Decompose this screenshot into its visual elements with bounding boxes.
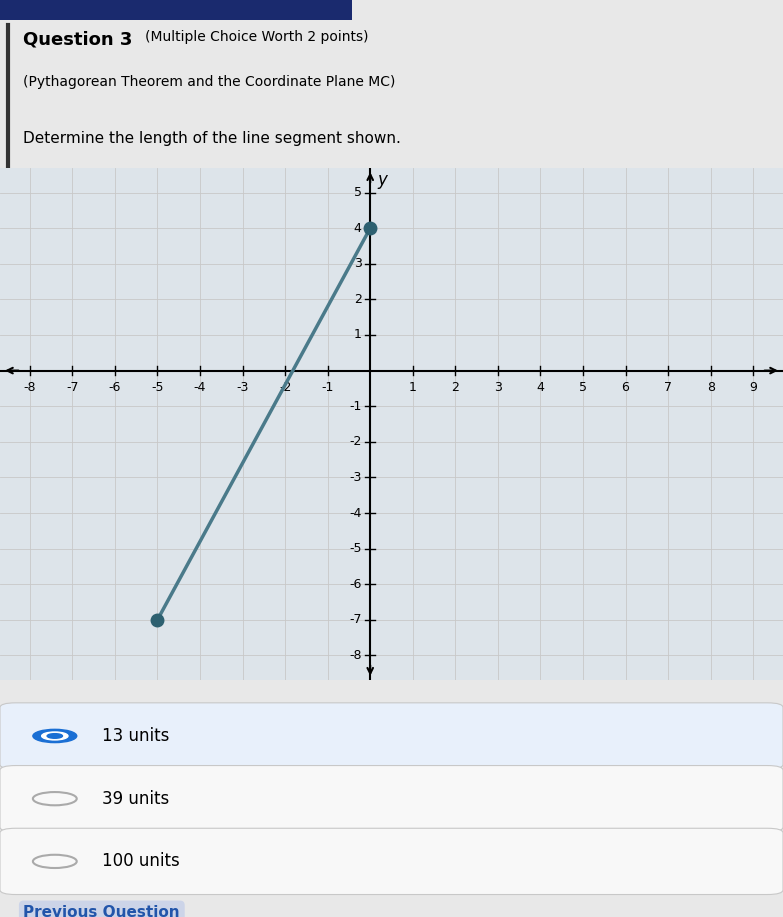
Text: -8: -8 (349, 649, 362, 662)
Text: (Multiple Choice Worth 2 points): (Multiple Choice Worth 2 points) (145, 30, 368, 44)
Text: 100 units: 100 units (102, 853, 179, 870)
Text: 1: 1 (409, 381, 417, 393)
Text: 5: 5 (354, 186, 362, 199)
Text: -4: -4 (349, 506, 362, 520)
FancyBboxPatch shape (0, 702, 783, 769)
Circle shape (33, 729, 77, 743)
Text: Determine the length of the line segment shown.: Determine the length of the line segment… (23, 131, 402, 146)
Text: -3: -3 (349, 471, 362, 484)
Text: 4: 4 (354, 222, 362, 235)
Text: 3: 3 (494, 381, 502, 393)
Text: -4: -4 (194, 381, 206, 393)
Text: -7: -7 (66, 381, 78, 393)
Text: -3: -3 (236, 381, 249, 393)
Text: (Pythagorean Theorem and the Coordinate Plane MC): (Pythagorean Theorem and the Coordinate … (23, 75, 396, 90)
Circle shape (47, 734, 63, 738)
Text: -5: -5 (151, 381, 164, 393)
Circle shape (41, 732, 68, 740)
Text: 6: 6 (622, 381, 630, 393)
Text: 1: 1 (354, 328, 362, 341)
Text: -5: -5 (349, 542, 362, 555)
Text: 5: 5 (579, 381, 587, 393)
Text: 2: 2 (354, 293, 362, 306)
Text: -1: -1 (349, 400, 362, 413)
Text: 8: 8 (707, 381, 715, 393)
Text: Previous Question: Previous Question (23, 905, 180, 917)
Text: y: y (378, 171, 388, 189)
FancyBboxPatch shape (0, 766, 783, 832)
FancyBboxPatch shape (0, 828, 783, 894)
Text: 7: 7 (664, 381, 672, 393)
Text: 39 units: 39 units (102, 790, 169, 808)
Text: 2: 2 (451, 381, 460, 393)
Text: -6: -6 (109, 381, 121, 393)
Text: -1: -1 (322, 381, 334, 393)
Text: Question 3: Question 3 (23, 30, 133, 49)
Text: -7: -7 (349, 613, 362, 626)
Text: -2: -2 (279, 381, 291, 393)
Text: 3: 3 (354, 258, 362, 271)
Text: -2: -2 (349, 436, 362, 448)
Text: -8: -8 (23, 381, 36, 393)
Text: 13 units: 13 units (102, 727, 169, 745)
Text: 9: 9 (749, 381, 757, 393)
FancyBboxPatch shape (0, 0, 352, 20)
Text: -6: -6 (349, 578, 362, 591)
Text: 4: 4 (536, 381, 544, 393)
